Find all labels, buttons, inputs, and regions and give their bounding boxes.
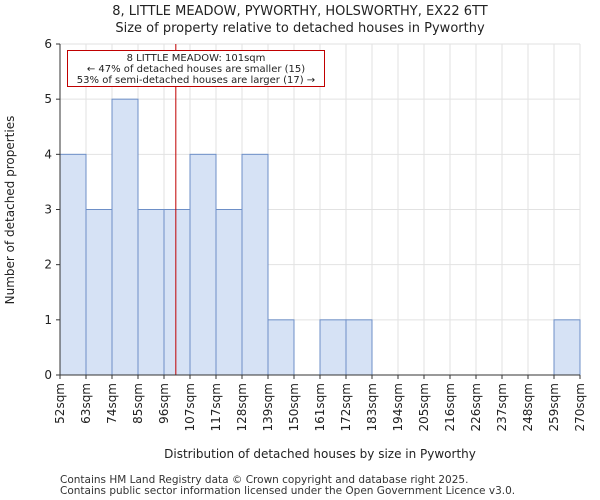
x-tick-label: 150sqm: [287, 383, 301, 431]
x-tick-label: 161sqm: [313, 383, 327, 431]
x-tick-label: 216sqm: [443, 383, 457, 431]
x-tick-label: 107sqm: [183, 383, 197, 431]
bar: [215, 209, 243, 376]
annotation-smaller: ← 47% of detached houses are smaller (15…: [86, 64, 306, 75]
x-tick-label: 259sqm: [547, 383, 561, 431]
x-tick-label: 194sqm: [391, 383, 405, 431]
annotation-larger: 53% of semi-detached houses are larger (…: [76, 75, 316, 86]
y-tick-label: 1: [44, 313, 52, 327]
bar: [59, 153, 87, 376]
x-tick-label: 139sqm: [261, 383, 275, 431]
bar: [345, 319, 373, 376]
y-tick-label: 4: [44, 147, 52, 161]
bar: [137, 209, 165, 376]
x-tick-label: 205sqm: [417, 383, 431, 431]
y-tick-label: 0: [44, 368, 52, 382]
x-tick-label: 226sqm: [469, 383, 483, 431]
x-tick-label: 172sqm: [339, 383, 353, 431]
bar: [241, 153, 269, 376]
y-tick-label: 6: [44, 37, 52, 51]
x-tick-label: 96sqm: [157, 383, 171, 424]
x-tick-label: 74sqm: [105, 383, 119, 424]
y-tick-label: 5: [44, 92, 52, 106]
annotation-box: 8 LITTLE MEADOW: 101sqm ← 47% of detache…: [67, 50, 325, 87]
x-tick-label: 117sqm: [209, 383, 223, 431]
y-axis-label: Number of detached properties: [3, 116, 17, 305]
bar: [189, 153, 217, 376]
x-tick-label: 237sqm: [495, 383, 509, 431]
y-tick-label: 3: [44, 203, 52, 217]
bar: [85, 209, 113, 376]
bar: [111, 98, 139, 376]
footer-copyright: Contains HM Land Registry data © Crown c…: [60, 474, 469, 486]
x-tick-label: 248sqm: [521, 383, 535, 431]
x-tick-label: 52sqm: [53, 383, 67, 424]
x-tick-label: 128sqm: [235, 383, 249, 431]
x-tick-label: 183sqm: [365, 383, 379, 431]
x-axis-label: Distribution of detached houses by size …: [164, 447, 476, 461]
bar: [553, 319, 581, 376]
y-tick-label: 2: [44, 258, 52, 272]
bar: [163, 209, 191, 376]
footer-licence: Contains public sector information licen…: [60, 485, 516, 497]
x-tick-label: 63sqm: [79, 383, 93, 424]
chart-title: 8, LITTLE MEADOW, PYWORTHY, HOLSWORTHY, …: [112, 4, 488, 19]
x-tick-label: 85sqm: [131, 383, 145, 424]
bar: [319, 319, 347, 376]
x-tick-label: 270sqm: [573, 383, 587, 431]
annotation-title: 8 LITTLE MEADOW: 101sqm: [126, 53, 266, 64]
bar: [267, 319, 295, 376]
chart-subtitle: Size of property relative to detached ho…: [115, 21, 485, 36]
